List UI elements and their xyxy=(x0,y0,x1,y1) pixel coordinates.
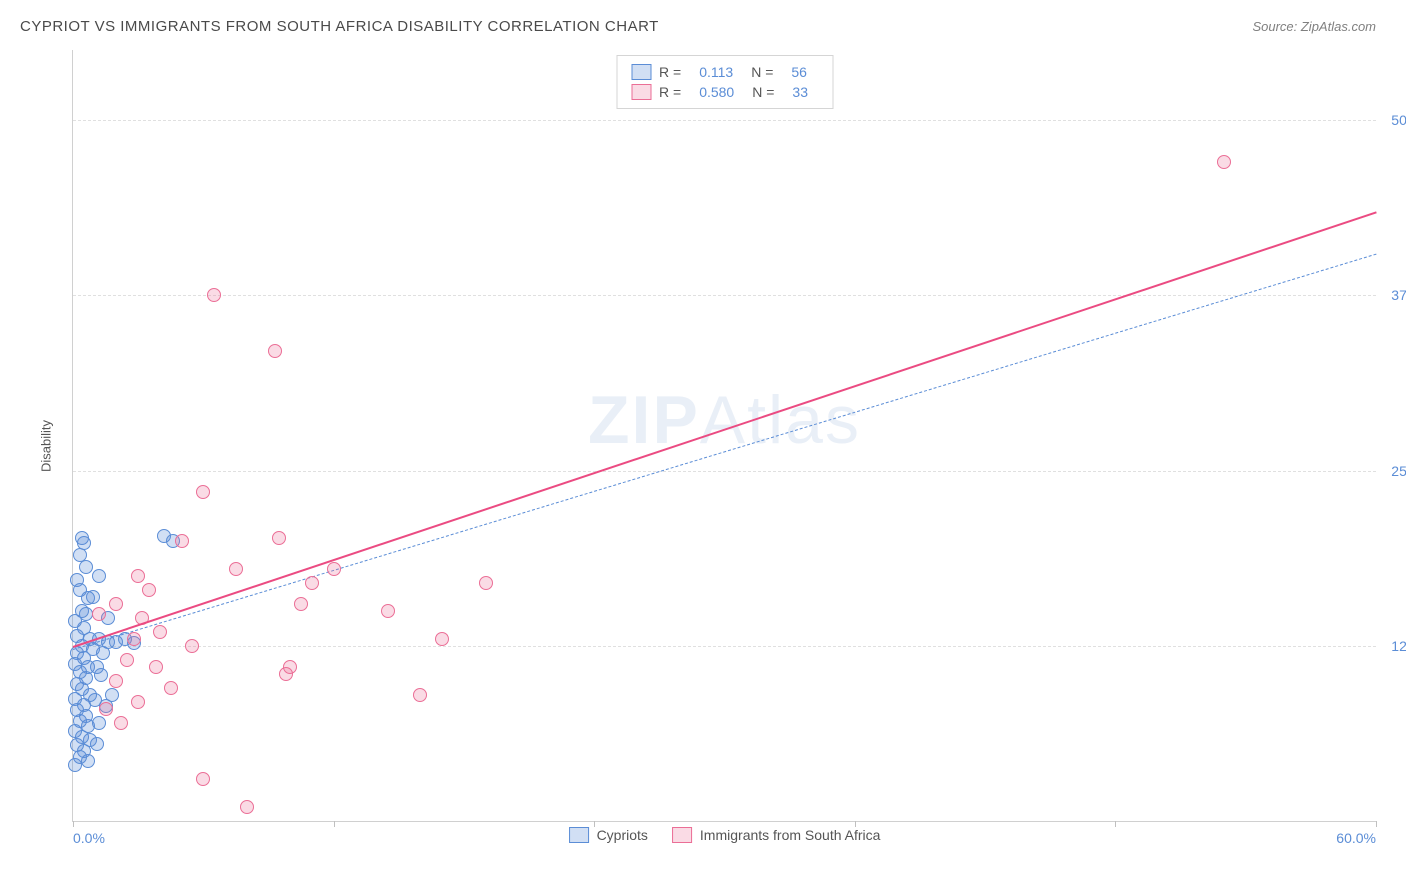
data-point xyxy=(131,569,145,583)
legend-n-label: N = xyxy=(752,84,774,100)
data-point xyxy=(185,639,199,653)
data-point xyxy=(196,485,210,499)
source-attribution: Source: ZipAtlas.com xyxy=(1252,19,1376,34)
data-point xyxy=(479,576,493,590)
legend-swatch xyxy=(569,827,589,843)
data-point xyxy=(109,597,123,611)
data-point xyxy=(99,702,113,716)
data-point xyxy=(327,562,341,576)
legend-r-value: 0.580 xyxy=(699,84,734,100)
series-legend: Cypriots Immigrants from South Africa xyxy=(569,827,881,843)
data-point xyxy=(92,607,106,621)
chart-title: CYPRIOT VS IMMIGRANTS FROM SOUTH AFRICA … xyxy=(20,18,659,35)
data-point xyxy=(435,632,449,646)
data-point xyxy=(207,288,221,302)
gridline xyxy=(73,120,1376,121)
header: CYPRIOT VS IMMIGRANTS FROM SOUTH AFRICA … xyxy=(20,18,1376,35)
gridline xyxy=(73,295,1376,296)
legend-swatch xyxy=(631,64,651,80)
data-point xyxy=(153,625,167,639)
data-point xyxy=(94,668,108,682)
data-point xyxy=(105,688,119,702)
scatter-plot: ZIPAtlas R =0.113N =56R =0.580N =33 Cypr… xyxy=(72,50,1376,822)
x-tick xyxy=(334,821,335,827)
data-point xyxy=(272,531,286,545)
legend-swatch xyxy=(631,84,651,100)
data-point xyxy=(79,607,93,621)
gridline xyxy=(73,471,1376,472)
data-point xyxy=(294,597,308,611)
legend-n-label: N = xyxy=(751,64,773,80)
data-point xyxy=(120,653,134,667)
data-point xyxy=(86,590,100,604)
data-point xyxy=(268,344,282,358)
legend-label: Immigrants from South Africa xyxy=(700,827,881,843)
legend-n-value: 56 xyxy=(791,64,807,80)
trend-line xyxy=(73,253,1376,649)
legend-r-label: R = xyxy=(659,64,681,80)
data-point xyxy=(381,604,395,618)
x-tick xyxy=(594,821,595,827)
data-point xyxy=(413,688,427,702)
x-tick xyxy=(1376,821,1377,827)
data-point xyxy=(92,569,106,583)
x-tick-label: 0.0% xyxy=(73,830,105,846)
y-tick-label: 37.5% xyxy=(1391,287,1406,303)
data-point xyxy=(175,534,189,548)
legend-r-value: 0.113 xyxy=(699,64,733,80)
trend-line xyxy=(73,211,1377,647)
y-tick-label: 50.0% xyxy=(1391,112,1406,128)
legend-item: Immigrants from South Africa xyxy=(672,827,881,843)
data-point xyxy=(1217,155,1231,169)
y-tick-label: 12.5% xyxy=(1391,638,1406,654)
data-point xyxy=(79,560,93,574)
watermark: ZIPAtlas xyxy=(588,381,861,459)
data-point xyxy=(114,716,128,730)
data-point xyxy=(96,646,110,660)
data-point xyxy=(305,576,319,590)
x-tick xyxy=(1115,821,1116,827)
data-point xyxy=(92,716,106,730)
y-axis-label: Disability xyxy=(39,420,54,472)
x-tick-label: 60.0% xyxy=(1336,830,1376,846)
gridline xyxy=(73,646,1376,647)
legend-r-label: R = xyxy=(659,84,681,100)
data-point xyxy=(149,660,163,674)
correlation-legend: R = 0.113 N = 56 R = 0.580 N = 33 xyxy=(616,55,833,109)
data-point xyxy=(127,632,141,646)
x-tick xyxy=(855,821,856,827)
data-point xyxy=(196,772,210,786)
data-point xyxy=(68,758,82,772)
legend-item: Cypriots xyxy=(569,827,648,843)
data-point xyxy=(131,695,145,709)
legend-row: R = 0.580 N = 33 xyxy=(631,82,818,102)
legend-swatch xyxy=(672,827,692,843)
data-point xyxy=(90,737,104,751)
legend-label: Cypriots xyxy=(597,827,648,843)
data-point xyxy=(142,583,156,597)
data-point xyxy=(81,754,95,768)
y-tick-label: 25.0% xyxy=(1391,463,1406,479)
data-point xyxy=(279,667,293,681)
data-point xyxy=(164,681,178,695)
legend-row: R = 0.113 N = 56 xyxy=(631,62,818,82)
x-tick xyxy=(73,821,74,827)
data-point xyxy=(240,800,254,814)
legend-n-value: 33 xyxy=(792,84,808,100)
chart-area: Disability ZIPAtlas R =0.113N =56R =0.58… xyxy=(50,50,1376,842)
data-point xyxy=(109,674,123,688)
data-point xyxy=(229,562,243,576)
